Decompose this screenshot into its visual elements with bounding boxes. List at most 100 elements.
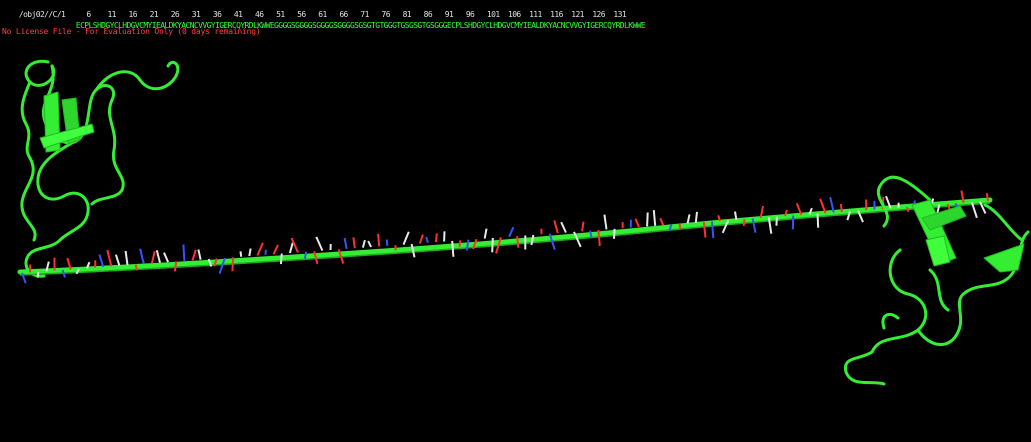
atom-stick (508, 226, 515, 238)
atom-stick (734, 211, 738, 220)
atom-stick (150, 251, 156, 264)
atom-stick (702, 222, 707, 238)
atom-stick (846, 211, 851, 221)
atom-stick (678, 223, 682, 230)
atom-stick (717, 214, 722, 222)
atom-stick (435, 233, 438, 243)
atom-stick (134, 264, 138, 271)
sequence-header: /obj02//C/1 6 11 16 21 26 31 36 41 46 51… (2, 3, 1022, 27)
atom-stick (61, 269, 66, 278)
atom-stick (402, 231, 410, 245)
atom-stick (829, 196, 835, 213)
atom-stick (495, 237, 502, 254)
residue-numbers: 6 11 16 21 26 31 36 41 46 51 56 61 66 71… (86, 10, 627, 19)
atom-stick (581, 221, 585, 232)
sequence-row: ECPLSHDGYCLHDGVCMYIEALDKYACNCVVGYIGERCQY… (2, 14, 646, 38)
atom-stick (352, 237, 356, 249)
atom-stick (218, 257, 226, 274)
atom-stick (603, 214, 608, 230)
atom-stick (163, 252, 170, 263)
license-notice: No License File - For Evaluation Only (0… (2, 27, 261, 36)
atom-stick (75, 268, 80, 275)
atom-stick (483, 228, 488, 239)
atom-stick (759, 205, 764, 219)
atom-stick (458, 240, 462, 247)
atom-stick (589, 230, 593, 239)
atom-stick (548, 233, 556, 251)
atom-stick (45, 261, 50, 272)
atom-stick (491, 237, 494, 253)
atom-stick (197, 249, 202, 260)
object-label[interactable]: /obj02//C/1 (18, 10, 66, 19)
sequence-residues[interactable]: ECPLSHDGYCLHDGVCMYIEALDKYACNCVVGYIGERCQY… (75, 21, 646, 30)
atom-stick (418, 234, 424, 244)
atom-stick (516, 236, 520, 248)
atom-stick (182, 244, 186, 261)
atom-stick (191, 249, 197, 261)
atom-stick (573, 231, 582, 248)
atom-stick (377, 233, 381, 247)
atom-stick (85, 261, 91, 269)
atom-stick (659, 217, 665, 226)
atom-stick (425, 236, 429, 243)
atom-stick (597, 229, 601, 246)
atom-stick (239, 251, 243, 257)
atom-stick (816, 213, 820, 228)
atom-stick (337, 249, 345, 264)
atom-stick (124, 250, 129, 266)
atom-stick (472, 238, 478, 250)
atom-stick (960, 190, 965, 203)
atom-stick (652, 210, 657, 226)
atom-stick (721, 219, 730, 234)
atom-stick (885, 195, 892, 209)
atom-stick (114, 254, 121, 267)
atom-stick (905, 206, 910, 213)
atom-stick (784, 209, 788, 217)
atom-stick (978, 201, 987, 214)
atom-stick (279, 253, 283, 265)
atom-stick (613, 228, 616, 239)
atom-stick (343, 237, 348, 249)
atom-stick (751, 218, 757, 233)
atom-stick (742, 219, 746, 227)
atom-stick (819, 198, 827, 214)
atom-stick (315, 236, 324, 252)
atom-stick (451, 240, 455, 257)
atom-stick (560, 221, 567, 233)
atom-stick (361, 239, 366, 248)
atom-stick (767, 217, 773, 234)
atom-stick (795, 203, 803, 216)
atom-stick (646, 212, 649, 227)
atom-stick (711, 221, 715, 238)
atom-stick (775, 216, 778, 226)
atom-stick (970, 201, 978, 219)
atom-stick (155, 250, 161, 263)
atom-stick (313, 250, 319, 265)
atom-stick (272, 244, 279, 255)
atom-stick (106, 249, 113, 267)
atom-stick (857, 210, 864, 223)
atom-stick (808, 207, 813, 215)
atom-stick (288, 242, 294, 254)
atom-stick (98, 254, 105, 268)
atom-stick (66, 257, 72, 270)
atom-stick (139, 248, 145, 265)
atom-stick (303, 251, 308, 259)
atom-stick (290, 237, 299, 253)
atom-stick (668, 224, 673, 232)
linker-sticks (17, 190, 993, 284)
atom-stick (985, 193, 989, 202)
left-domain-cartoon (20, 59, 180, 278)
atom-stick (256, 242, 264, 256)
atom-stick (213, 258, 218, 267)
right-domain-cartoon (843, 175, 1030, 386)
atom-stick (231, 257, 235, 272)
atom-stick (21, 272, 27, 284)
atom-stick (207, 258, 213, 267)
atom-stick (173, 261, 178, 272)
atom-stick (248, 248, 252, 257)
atom-stick (694, 211, 698, 223)
atom-stick (553, 220, 559, 234)
